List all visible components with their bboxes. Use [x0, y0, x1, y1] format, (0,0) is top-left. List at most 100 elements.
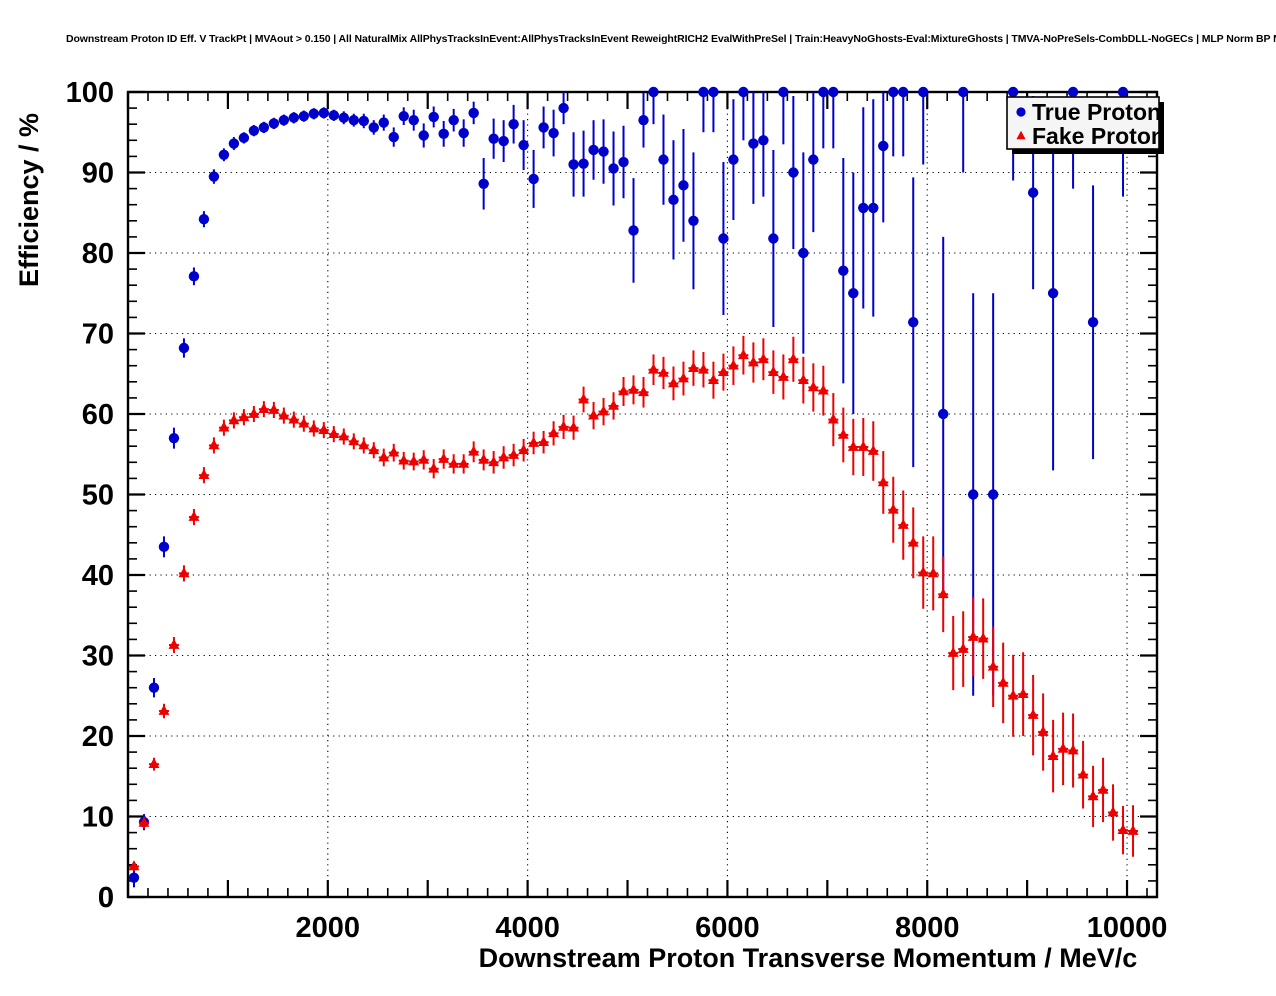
y-tick-label: 100	[66, 77, 114, 109]
data-point-triangle	[588, 409, 600, 420]
data-point-circle	[798, 247, 809, 259]
data-point-circle	[178, 342, 190, 354]
legend-entry-label: True Proton	[1032, 99, 1161, 125]
data-point-triangle	[328, 427, 340, 438]
data-point-triangle	[458, 457, 470, 468]
data-point-triangle	[807, 381, 819, 392]
data-point-triangle	[318, 423, 330, 434]
y-tick-label: 70	[82, 319, 114, 351]
data-point-triangle	[847, 440, 859, 451]
data-point-circle	[198, 213, 210, 225]
data-point-triangle	[238, 411, 250, 422]
data-point-circle	[168, 432, 180, 444]
y-tick-label: 50	[82, 480, 114, 512]
data-point-triangle	[598, 405, 609, 416]
data-point-triangle	[518, 444, 530, 455]
legend-box[interactable]	[1006, 96, 1160, 150]
data-point-circle	[628, 225, 639, 236]
data-point-circle	[1027, 187, 1039, 198]
data-point-triangle	[777, 370, 789, 381]
data-point-circle	[838, 265, 849, 276]
data-point-circle	[938, 408, 949, 420]
data-point-circle	[728, 154, 739, 165]
data-point-triangle	[668, 377, 679, 388]
data-point-circle	[918, 86, 929, 98]
x-tick-label: 6000	[695, 912, 760, 944]
data-point-triangle	[837, 428, 849, 439]
data-point-triangle	[578, 393, 590, 404]
data-point-triangle	[987, 660, 999, 671]
data-point-triangle	[678, 372, 689, 383]
data-point-triangle	[757, 353, 769, 364]
data-point-triangle	[737, 349, 749, 360]
data-point-triangle	[997, 676, 1009, 687]
y-tick-label: 80	[82, 238, 114, 270]
data-point-triangle	[1077, 768, 1089, 779]
data-point-circle	[778, 86, 789, 98]
data-point-circle	[128, 872, 140, 883]
data-point-triangle	[957, 642, 969, 653]
data-point-circle	[238, 132, 250, 144]
data-point-circle	[328, 110, 339, 121]
data-point-triangle	[687, 361, 699, 372]
data-point-circle	[268, 118, 280, 129]
data-point-triangle	[787, 353, 799, 364]
data-point-triangle	[707, 373, 719, 385]
x-tick-label: 10000	[1087, 912, 1168, 944]
data-point-circle	[438, 128, 449, 140]
data-point-triangle	[448, 457, 460, 468]
data-point-triangle	[1057, 742, 1069, 753]
y-tick-label: 90	[82, 158, 114, 190]
data-point-circle	[358, 115, 369, 127]
data-point-circle	[258, 122, 270, 133]
data-point-triangle	[797, 373, 809, 385]
y-tick-label: 60	[82, 399, 114, 431]
data-point-circle	[1067, 86, 1079, 98]
data-point-circle	[298, 110, 310, 122]
data-point-triangle	[1097, 783, 1109, 794]
data-point-triangle	[937, 588, 949, 599]
data-point-triangle	[917, 566, 929, 577]
x-tick-label: 4000	[495, 912, 560, 944]
data-point-triangle	[1127, 824, 1139, 835]
data-point-circle	[1117, 86, 1129, 98]
x-tick-label: 8000	[895, 912, 960, 944]
data-point-circle	[718, 233, 729, 244]
data-point-triangle	[358, 439, 370, 450]
data-point-triangle	[258, 402, 270, 414]
data-point-triangle	[478, 453, 490, 464]
data-point-circle	[488, 133, 499, 144]
data-point-triangle	[867, 444, 879, 455]
data-point-circle	[308, 108, 320, 119]
series-true-proton	[128, 86, 1129, 888]
data-point-triangle	[178, 567, 190, 578]
data-point-circle	[648, 86, 659, 98]
data-point-circle	[738, 86, 749, 98]
data-point-triangle	[877, 476, 889, 487]
data-point-circle	[368, 122, 379, 133]
data-point-circle	[288, 112, 300, 123]
data-point-circle	[248, 125, 260, 136]
data-point-triangle	[298, 417, 310, 428]
data-point-circle	[158, 541, 170, 553]
data-point-triangle	[648, 363, 659, 374]
axis-ticks	[126, 90, 1157, 899]
data-point-circle	[748, 138, 759, 149]
data-point-circle	[898, 86, 909, 98]
data-point-circle	[1007, 86, 1019, 98]
data-point-circle	[618, 156, 629, 168]
plot-title: Downstream Proton ID Eff. V TrackPt | MV…	[66, 33, 1276, 45]
plot-frame	[126, 90, 1159, 899]
data-point-triangle	[538, 435, 550, 447]
data-point-circle	[518, 139, 529, 151]
data-point-triangle	[138, 816, 150, 827]
data-point-triangle	[947, 646, 959, 657]
data-point-circle	[408, 114, 419, 126]
data-point-circle	[638, 114, 649, 126]
data-point-circle	[148, 682, 160, 693]
data-point-circle	[398, 110, 409, 122]
data-point-circle	[468, 107, 479, 119]
data-point-circle	[678, 180, 689, 191]
data-point-circle	[458, 127, 469, 139]
